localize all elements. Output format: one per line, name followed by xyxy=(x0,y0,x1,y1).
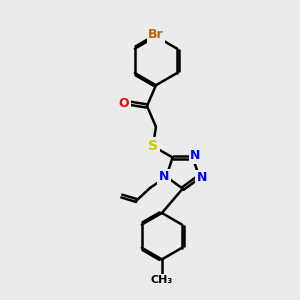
Text: N: N xyxy=(159,170,169,183)
Text: CH₃: CH₃ xyxy=(151,275,173,285)
Text: N: N xyxy=(197,171,207,184)
Text: N: N xyxy=(190,149,200,163)
Text: O: O xyxy=(119,97,130,110)
Text: Br: Br xyxy=(148,28,164,41)
Text: S: S xyxy=(148,139,158,153)
